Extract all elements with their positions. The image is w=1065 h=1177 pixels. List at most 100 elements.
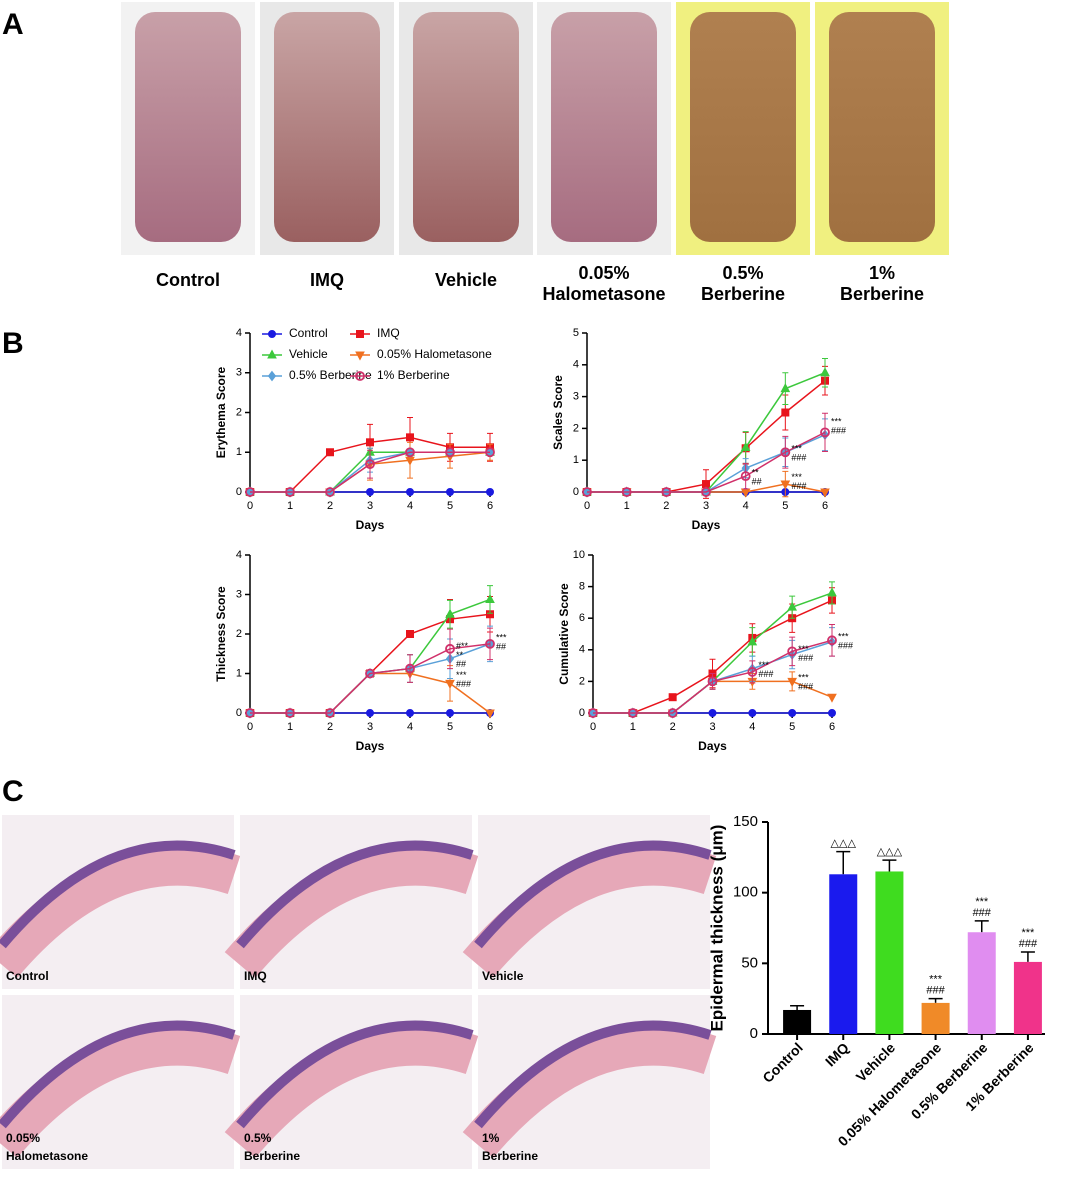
marker xyxy=(828,709,836,717)
significance: *** xyxy=(1021,927,1035,939)
y-tick-label: 1 xyxy=(236,667,242,679)
x-tick-label: IMQ xyxy=(822,1039,852,1069)
photo-label: Berberine xyxy=(701,284,785,304)
histology-label: 1% xyxy=(482,1131,500,1145)
x-tick-label: 0 xyxy=(247,721,253,733)
y-tick-label: 5 xyxy=(573,327,579,339)
significance: *** xyxy=(791,472,802,482)
x-tick-label: Vehicle xyxy=(853,1039,899,1085)
marker xyxy=(667,708,678,718)
y-tick-label: 3 xyxy=(236,367,242,379)
marker xyxy=(740,441,751,451)
legend-label: IMQ xyxy=(377,326,400,340)
marker xyxy=(405,447,415,458)
skin-area xyxy=(135,12,241,242)
marker xyxy=(406,488,414,496)
x-tick-label: 0 xyxy=(584,500,590,512)
x-tick-label: 2 xyxy=(327,721,333,733)
x-tick-label: 3 xyxy=(703,500,709,512)
x-tick-label: Control xyxy=(759,1039,806,1086)
marker xyxy=(701,487,711,497)
y-tick-label: 3 xyxy=(236,588,242,600)
significance: ### xyxy=(456,679,471,689)
marker xyxy=(245,487,255,497)
marker xyxy=(406,630,414,638)
significance: ### xyxy=(798,653,813,663)
marker xyxy=(740,471,751,482)
skin-area xyxy=(829,12,935,242)
x-tick-label: 6 xyxy=(487,721,493,733)
x-tick-label: 1 xyxy=(287,721,293,733)
marker xyxy=(668,693,677,702)
x-tick-label: 4 xyxy=(407,500,413,512)
x-tick-label: 4 xyxy=(407,721,413,733)
marker xyxy=(820,427,830,438)
marker xyxy=(780,447,791,458)
x-tick-label: 6 xyxy=(829,721,835,733)
marker xyxy=(820,488,830,498)
bar xyxy=(921,1002,950,1034)
epidermis xyxy=(474,1020,712,1129)
significance: *** xyxy=(798,673,809,683)
bar xyxy=(967,932,996,1034)
significance: *** xyxy=(456,670,467,680)
marker xyxy=(365,668,375,679)
bar xyxy=(783,1009,812,1034)
x-tick-label: 2 xyxy=(327,500,333,512)
y-tick-label: 0 xyxy=(573,486,579,498)
marker xyxy=(285,708,295,718)
y-axis-label: Cumulative Score xyxy=(557,583,571,685)
y-tick-label: 50 xyxy=(741,954,758,971)
y-tick-label: 4 xyxy=(573,359,579,371)
series-line xyxy=(250,451,490,493)
marker xyxy=(485,593,495,603)
tissue xyxy=(462,845,717,978)
significance: ## xyxy=(456,659,466,669)
photo-label: Berberine xyxy=(840,284,924,304)
y-tick-label: 0 xyxy=(579,707,585,719)
marker xyxy=(748,709,757,717)
histology-label: Berberine xyxy=(244,1149,300,1163)
marker xyxy=(582,487,592,497)
marker xyxy=(445,447,455,458)
legend-label: 0.5% Berberine xyxy=(289,368,372,382)
marker xyxy=(405,663,415,674)
photo-label: 0.05% xyxy=(578,263,629,283)
y-tick-label: 150 xyxy=(733,813,758,830)
panel-label: A xyxy=(2,8,24,41)
tissue xyxy=(224,845,479,978)
y-tick-label: 8 xyxy=(579,581,585,593)
series-line xyxy=(587,431,826,493)
x-tick-label: 1 xyxy=(287,500,293,512)
significance: *** xyxy=(831,416,842,426)
significance: *** xyxy=(975,896,989,908)
x-tick-label: 5 xyxy=(782,500,788,512)
marker xyxy=(445,608,455,618)
marker xyxy=(827,693,837,703)
y-tick-label: 2 xyxy=(236,628,242,640)
marker xyxy=(747,667,758,677)
panel-label: C xyxy=(2,775,24,808)
error-bar xyxy=(790,1004,805,1010)
marker xyxy=(446,709,454,717)
legend-marker xyxy=(267,349,277,359)
y-tick-label: 1 xyxy=(236,446,242,458)
significance: ### xyxy=(1019,938,1038,950)
significance: ### xyxy=(758,669,773,679)
y-axis-label: Erythema Score xyxy=(214,366,228,458)
significance: ### xyxy=(791,481,806,491)
skin-area xyxy=(413,12,519,242)
legend-label: Control xyxy=(289,326,328,340)
epidermis xyxy=(0,1020,236,1129)
skin-area xyxy=(551,12,657,242)
significance: ** xyxy=(456,650,464,660)
marker xyxy=(325,708,335,718)
marker xyxy=(446,488,454,496)
series-line xyxy=(593,639,833,714)
photo-label: IMQ xyxy=(310,270,344,290)
marker xyxy=(406,709,414,717)
marker xyxy=(787,646,798,657)
x-tick-label: 5 xyxy=(447,500,453,512)
marker xyxy=(366,709,374,717)
marker xyxy=(707,676,718,687)
